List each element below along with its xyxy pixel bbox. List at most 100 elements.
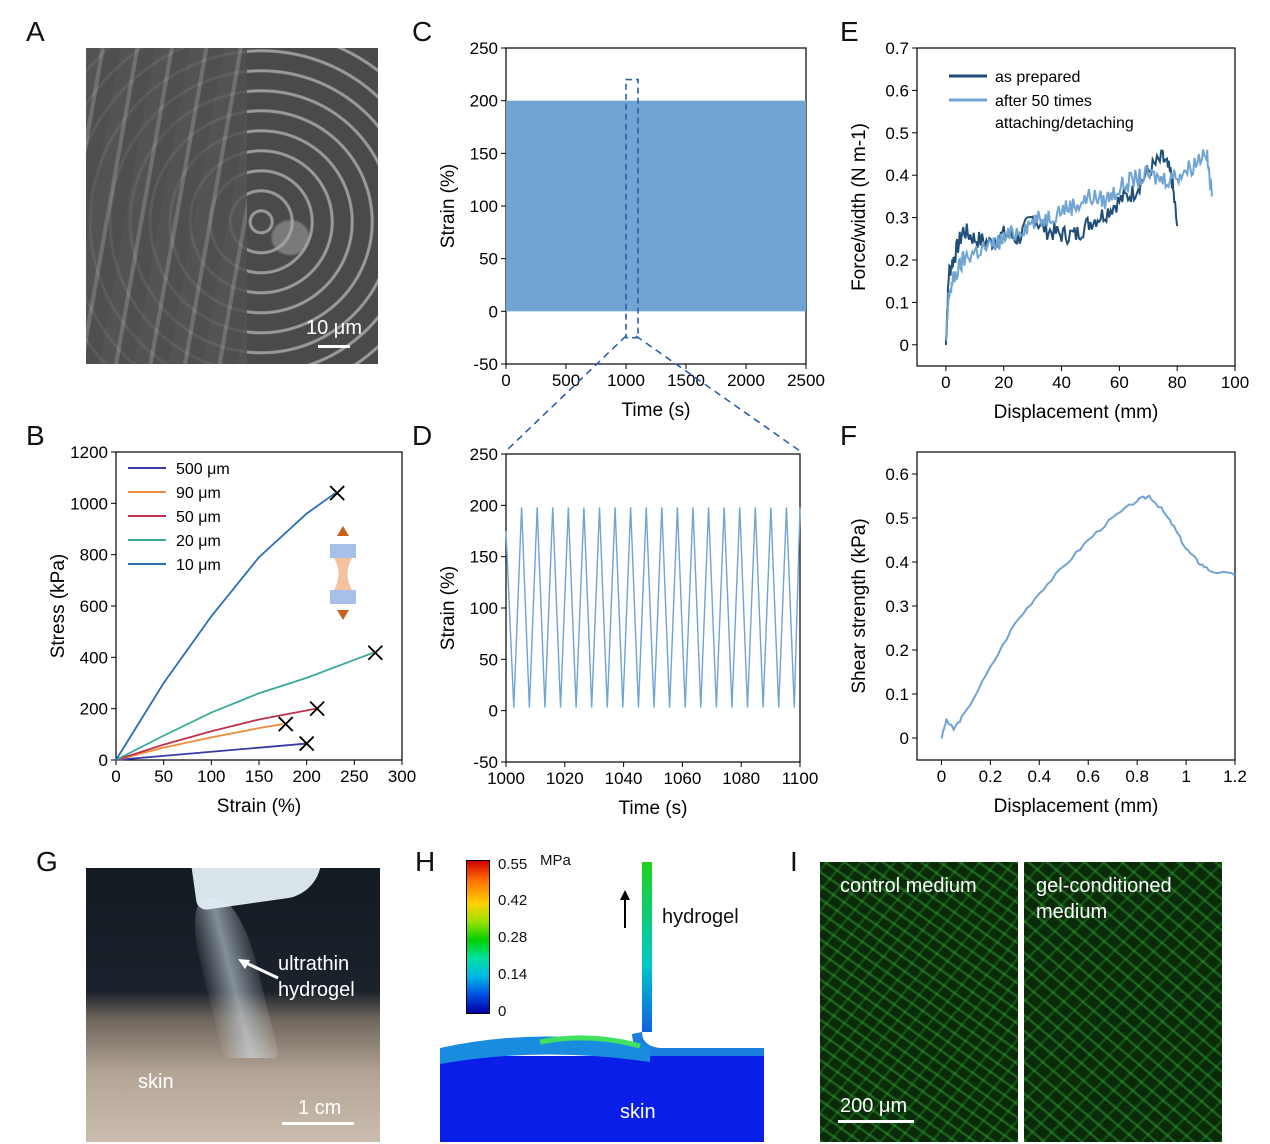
- simulation-geometry: [440, 890, 764, 1142]
- scale-bar-label-g: 1 cm: [298, 1097, 342, 1119]
- x-axis-label: Displacement (mm): [994, 402, 1159, 423]
- colorbar-tick-1: 0.42: [498, 892, 528, 909]
- x-tick-label: 0: [937, 767, 946, 786]
- shear-line: [940, 494, 1236, 739]
- x-tick-label: 40: [1052, 373, 1071, 392]
- y-tick-label: 0.7: [885, 39, 909, 58]
- y-tick-label: 400: [80, 648, 108, 667]
- x-tick-label: 0: [111, 767, 120, 786]
- x-tick-label: 80: [1168, 373, 1187, 392]
- x-tick-label: 1.2: [1223, 767, 1247, 786]
- y-tick-label: 50: [479, 650, 498, 669]
- plot-frame: [916, 47, 1236, 367]
- y-tick-label: 100: [470, 599, 498, 618]
- arrow-up-icon: [337, 526, 349, 536]
- chart-e-force-displacement: 0 20 40 60 80 100 0 0.1 0.2 0.3 0.4 0.5 0.6 0.7 Displa…: [849, 39, 1249, 423]
- y-tick-label: 200: [470, 92, 498, 111]
- y-tick-label: 0: [99, 751, 108, 770]
- x-tick-label: 0.6: [1076, 767, 1100, 786]
- chart-f-shear-strength: 0 0.2 0.4 0.6 0.8 1 1.2 0 0.1 0.2 0.3 0.4 0.5 0.6 Disp…: [849, 451, 1247, 817]
- x-tick-label: 1000: [487, 769, 525, 788]
- y-axis-label: Shear strength (kPa): [849, 518, 870, 693]
- label-hydrogel-g: hydrogel: [278, 979, 355, 1001]
- label-hydrogel-h: hydrogel: [662, 906, 739, 928]
- label-gel-conditioned-2: medium: [1036, 901, 1108, 923]
- y-tick-label: 0.6: [885, 465, 909, 484]
- x-axis-label: Strain (%): [217, 796, 301, 817]
- x-tick-label: 1040: [605, 769, 643, 788]
- x-tick-label: 1060: [663, 769, 701, 788]
- y-tick-label: 0: [489, 702, 498, 721]
- y-axis-label: Strain (%): [438, 164, 459, 248]
- colorbar-tick-4: 0: [498, 1003, 507, 1020]
- x-tick-label: 0: [501, 371, 510, 390]
- zoom-box: [625, 78, 639, 339]
- y-tick-label: 0.4: [885, 553, 909, 572]
- legend-label: after 50 times: [995, 93, 1092, 110]
- strain-cycle-line: [505, 507, 801, 708]
- y-tick-label: 0: [489, 302, 498, 321]
- y-tick-label: 800: [80, 546, 108, 565]
- x-tick-label: 20: [994, 373, 1013, 392]
- legend-label: attaching/detaching: [995, 115, 1134, 132]
- cycling-band: [506, 100, 806, 312]
- scale-bar-g: [282, 1122, 354, 1125]
- label-control-medium: control medium: [840, 875, 977, 897]
- specimen-icon: [334, 558, 352, 590]
- y-tick-label: 250: [470, 39, 498, 58]
- panel-letter-b: B: [26, 420, 45, 451]
- y-tick-label: 0.1: [885, 293, 909, 312]
- x-tick-label: 1020: [546, 769, 584, 788]
- y-tick-label: 50: [479, 250, 498, 269]
- fluorescence-control: control medium 200 μm: [820, 862, 1018, 1142]
- y-tick-label: 0.3: [885, 597, 909, 616]
- y-tick-label: 1000: [70, 494, 108, 513]
- x-axis-label: Displacement (mm): [994, 796, 1159, 817]
- legend-label: 20 μm: [176, 533, 221, 550]
- x-tick-label: 1: [1181, 767, 1190, 786]
- x-tick-label: 1080: [722, 769, 760, 788]
- y-tick-label: 0: [900, 729, 909, 748]
- x-tick-label: 2000: [727, 371, 765, 390]
- colorbar: [466, 860, 490, 1014]
- x-tick-label: 0: [941, 373, 950, 392]
- hydrogel-strip: [642, 862, 652, 1032]
- x-tick-label: 500: [552, 371, 580, 390]
- y-tick-label: 0.4: [885, 166, 909, 185]
- y-tick-label: 600: [80, 597, 108, 616]
- y-tick-label: 250: [470, 445, 498, 464]
- legend-label: 500 μm: [176, 461, 230, 478]
- x-tick-label: 1000: [607, 371, 645, 390]
- y-axis-label: Stress (kPa): [48, 554, 69, 659]
- chart-c-strain-time: 0 500 1000 1500 2000 2500-50050100150200250Ti…: [438, 39, 825, 421]
- y-tick-label: 0.5: [885, 509, 909, 528]
- x-tick-label: 1500: [667, 371, 705, 390]
- scale-bar-a: [318, 345, 350, 348]
- y-tick-label: -50: [473, 355, 498, 374]
- y-axis-label: Strain (%): [438, 566, 459, 650]
- label-skin-g: skin: [138, 1071, 174, 1093]
- panel-letter-d: D: [412, 420, 433, 451]
- series-line: [115, 723, 283, 761]
- legend-label: as prepared: [995, 69, 1080, 86]
- x-tick-label: 250: [340, 767, 368, 786]
- x-tick-label: 0.8: [1125, 767, 1149, 786]
- y-tick-label: 150: [470, 144, 498, 163]
- label-skin-h: skin: [620, 1101, 656, 1123]
- hydrogel-skin-photo: ultrathin hydrogel skin 1 cm: [86, 868, 380, 1142]
- series-line: [115, 492, 336, 761]
- colorbar-tick-3: 0.14: [498, 966, 528, 983]
- x-tick-label: 300: [388, 767, 416, 786]
- break-mark: [329, 485, 345, 501]
- colorbar-tick-0: 0.55: [498, 856, 528, 873]
- arrow-icon: [238, 959, 279, 980]
- y-tick-label: 200: [470, 496, 498, 515]
- y-axis-label: Force/width (N m-1): [849, 123, 870, 291]
- x-tick-label: 100: [1221, 373, 1249, 392]
- scale-bar-label-a: 10 μm: [306, 317, 362, 339]
- y-tick-label: 0.2: [885, 251, 909, 270]
- panel-letter-f: F: [840, 420, 858, 451]
- legend-label: 50 μm: [176, 509, 221, 526]
- x-tick-label: 0.4: [1027, 767, 1051, 786]
- x-tick-label: 200: [292, 767, 320, 786]
